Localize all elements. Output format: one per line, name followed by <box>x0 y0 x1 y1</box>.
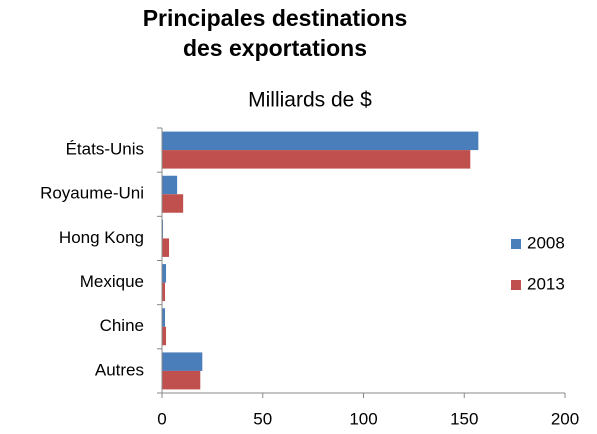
x-tick-label: 100 <box>349 409 377 428</box>
bar <box>162 282 166 302</box>
bar <box>162 150 471 169</box>
chart-title: Principales destinations <box>143 5 408 31</box>
y-tick-label: Mexique <box>80 272 144 291</box>
legend-marker <box>511 239 521 249</box>
legend-label: 2013 <box>527 274 565 293</box>
y-tick-label: Autres <box>95 360 144 379</box>
y-tick-label: Royaume-Uni <box>40 184 144 203</box>
x-tick-label: 200 <box>551 409 579 428</box>
y-tick-label: Hong Kong <box>59 228 144 247</box>
bar <box>162 370 201 390</box>
legend-marker <box>511 280 521 290</box>
bar <box>162 238 170 257</box>
bar <box>162 219 164 239</box>
x-tick-label: 0 <box>157 409 166 428</box>
bar <box>162 175 178 195</box>
legend-label: 2008 <box>527 233 565 252</box>
bar <box>162 326 167 346</box>
bar <box>162 352 203 371</box>
bar <box>162 194 184 213</box>
bar <box>162 131 479 151</box>
bar <box>162 264 167 283</box>
x-tick-label: 150 <box>450 409 478 428</box>
y-tick-label: États-Unis <box>66 140 144 159</box>
x-tick-label: 50 <box>253 409 272 428</box>
bar <box>162 308 166 327</box>
y-tick-label: Chine <box>100 316 144 335</box>
chart-subtitle: Milliards de $ <box>248 89 372 112</box>
chart-title: des exportations <box>183 35 367 61</box>
